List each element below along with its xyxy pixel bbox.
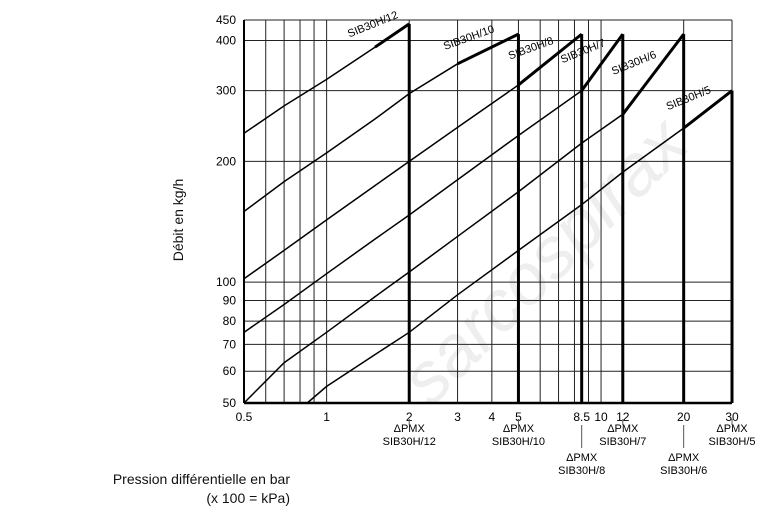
x-tick-label: 0.5 (236, 410, 253, 424)
annotation-label-model: SIB30H/10 (492, 436, 545, 448)
annotation-label-model: SIB30H/5 (708, 436, 755, 448)
series-line-SIB30H/10 (243, 33, 519, 213)
x-axis-label-line1: Pression différentielle en bar (112, 471, 290, 487)
y-tick-label: 300 (216, 84, 236, 98)
y-tick-label: 50 (223, 396, 237, 410)
y-tick-label: 70 (223, 337, 237, 351)
annotation-label-model: SIB30H/12 (383, 436, 436, 448)
x-tick-label: 10 (594, 410, 608, 424)
annotation-label-model: SIB30H/6 (660, 465, 707, 477)
annotation-label-model: SIB30H/8 (558, 465, 605, 477)
y-tick-label: 450 (216, 13, 236, 27)
y-tick-label: 90 (223, 294, 237, 308)
y-tick-label: 400 (216, 34, 236, 48)
series-bold-segment (374, 22, 411, 49)
x-tick-label: 5 (515, 410, 522, 424)
series-label: SIB30H/6 (610, 49, 658, 78)
y-axis-label-text: Débit en kg/h (170, 178, 186, 262)
series-bold-segment (682, 89, 733, 130)
x-tick-label: 2 (406, 410, 413, 424)
series-bold-segment (580, 33, 625, 92)
annotation-label-model: SIB30H/7 (599, 436, 646, 448)
annotation-label-pmx: ΔPMX (394, 423, 426, 435)
x-tick-label: 30 (725, 410, 739, 424)
series-line-SIB30H/6 (243, 33, 685, 404)
annotation-label-pmx: ΔPMX (607, 423, 639, 435)
x-tick-label: 20 (677, 410, 691, 424)
y-axis-label: Débit en kg/h (168, 150, 188, 290)
series-label: SIB30H/5 (665, 84, 713, 113)
series-label: SIB30H/8 (507, 35, 555, 62)
x-axis-label: Pression différentielle en bar (x 100 = … (100, 470, 290, 508)
series-line-SIB30H/5 (306, 90, 733, 404)
x-axis-label-line2: (x 100 = kPa) (206, 490, 290, 506)
x-tick-label: 12 (616, 410, 630, 424)
y-tick-label: 60 (223, 364, 237, 378)
x-tick-label: 3 (454, 410, 461, 424)
annotation-label-pmx: ΔPMX (716, 423, 748, 435)
annotation-label-pmx: ΔPMX (668, 452, 700, 464)
annotation-label-pmx: ΔPMX (566, 452, 598, 464)
series-bold-segment (621, 33, 685, 116)
annotation-label-pmx: ΔPMX (503, 423, 535, 435)
series-line-SIB30H/8 (243, 33, 583, 280)
x-tick-label: 8.5 (573, 410, 590, 424)
series-line-SIB30H/7 (243, 33, 624, 333)
x-tick-label: 1 (323, 410, 330, 424)
y-tick-label: 100 (216, 275, 236, 289)
x-tick-label: 4 (489, 410, 496, 424)
series-bold-segment (456, 32, 520, 66)
y-tick-label: 200 (216, 154, 236, 168)
y-tick-label: 80 (223, 314, 237, 328)
series-bold-segment (517, 32, 583, 87)
